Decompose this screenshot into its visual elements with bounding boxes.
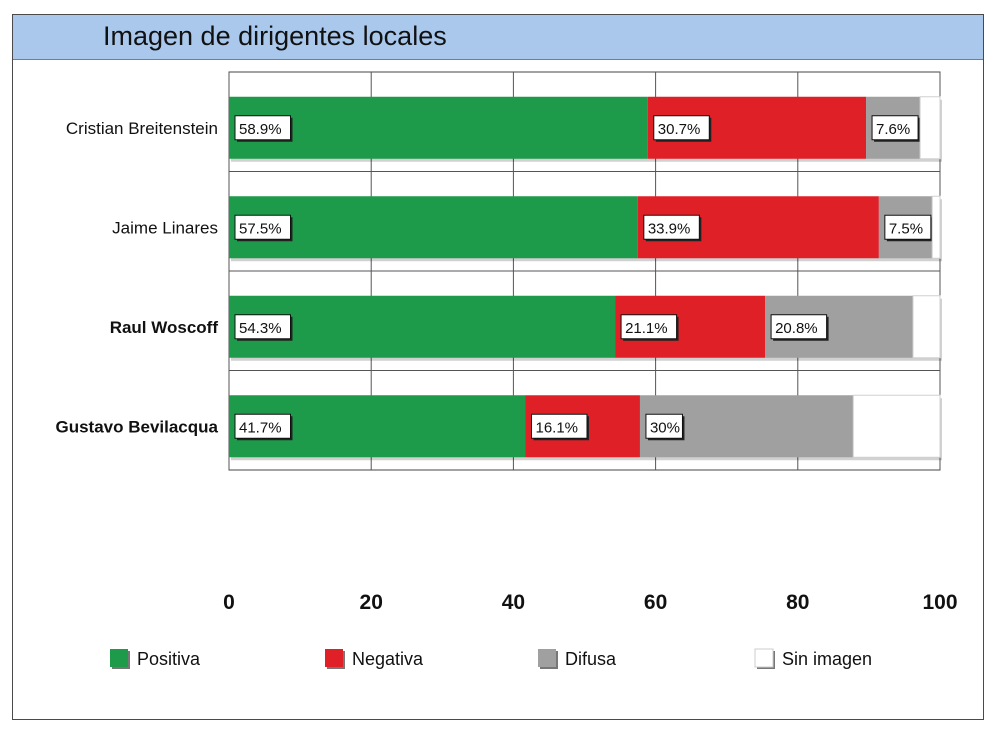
data-label-box — [620, 314, 678, 340]
legend-swatch-difusa — [538, 649, 556, 667]
data-label-box — [645, 413, 683, 439]
data-label: 33.9% — [648, 220, 691, 237]
data-label: 57.5% — [239, 220, 282, 237]
data-label: 30.7% — [658, 121, 701, 138]
title-bar: Imagen de dirigentes locales — [13, 15, 983, 60]
data-label-box — [884, 214, 932, 240]
data-label: 7.6% — [876, 121, 910, 138]
data-label-box — [871, 115, 919, 141]
data-label-box — [234, 115, 291, 141]
data-label-box — [234, 314, 291, 340]
data-label-box — [653, 115, 710, 141]
data-label: 7.5% — [889, 220, 923, 237]
x-tick-label: 60 — [644, 591, 667, 614]
category-label: Jaime Linares — [112, 218, 218, 237]
bar-positiva — [229, 196, 638, 259]
legend-label: Difusa — [565, 649, 617, 669]
legend-label: Positiva — [137, 649, 201, 669]
data-label-box — [234, 413, 291, 439]
legend-label: Negativa — [352, 649, 424, 669]
category-label: Raul Woscoff — [110, 318, 219, 337]
x-tick-label: 40 — [502, 591, 525, 614]
data-label: 30% — [650, 419, 680, 436]
data-label: 58.9% — [239, 121, 282, 138]
data-label: 41.7% — [239, 419, 282, 436]
category-label: Cristian Breitenstein — [66, 119, 218, 138]
data-label: 21.1% — [625, 320, 668, 337]
bar-positiva — [229, 96, 648, 159]
data-label: 16.1% — [535, 419, 578, 436]
bar-positiva — [229, 295, 616, 358]
x-tick-label: 0 — [223, 591, 235, 614]
bar-sin-imagen — [919, 96, 941, 160]
x-tick-label: 80 — [786, 591, 809, 614]
data-label-box — [770, 314, 828, 340]
legend-swatch-negativa — [325, 649, 343, 667]
category-label: Gustavo Bevilacqua — [55, 417, 218, 436]
x-tick-label: 100 — [922, 591, 957, 614]
chart-title: Imagen de dirigentes locales — [103, 21, 447, 51]
data-label-box — [530, 413, 588, 439]
bar-sin-imagen — [912, 295, 941, 359]
data-label: 54.3% — [239, 320, 282, 337]
legend-swatch-sin-imagen — [754, 648, 774, 668]
data-label: 20.8% — [775, 320, 818, 337]
x-tick-label: 20 — [360, 591, 383, 614]
data-label-box — [643, 214, 700, 240]
bar-sin-imagen — [931, 195, 941, 259]
legend-label: Sin imagen — [782, 649, 872, 669]
legend-swatch-positiva — [110, 649, 128, 667]
bar-sin-imagen — [852, 394, 941, 458]
data-label-box — [234, 214, 291, 240]
